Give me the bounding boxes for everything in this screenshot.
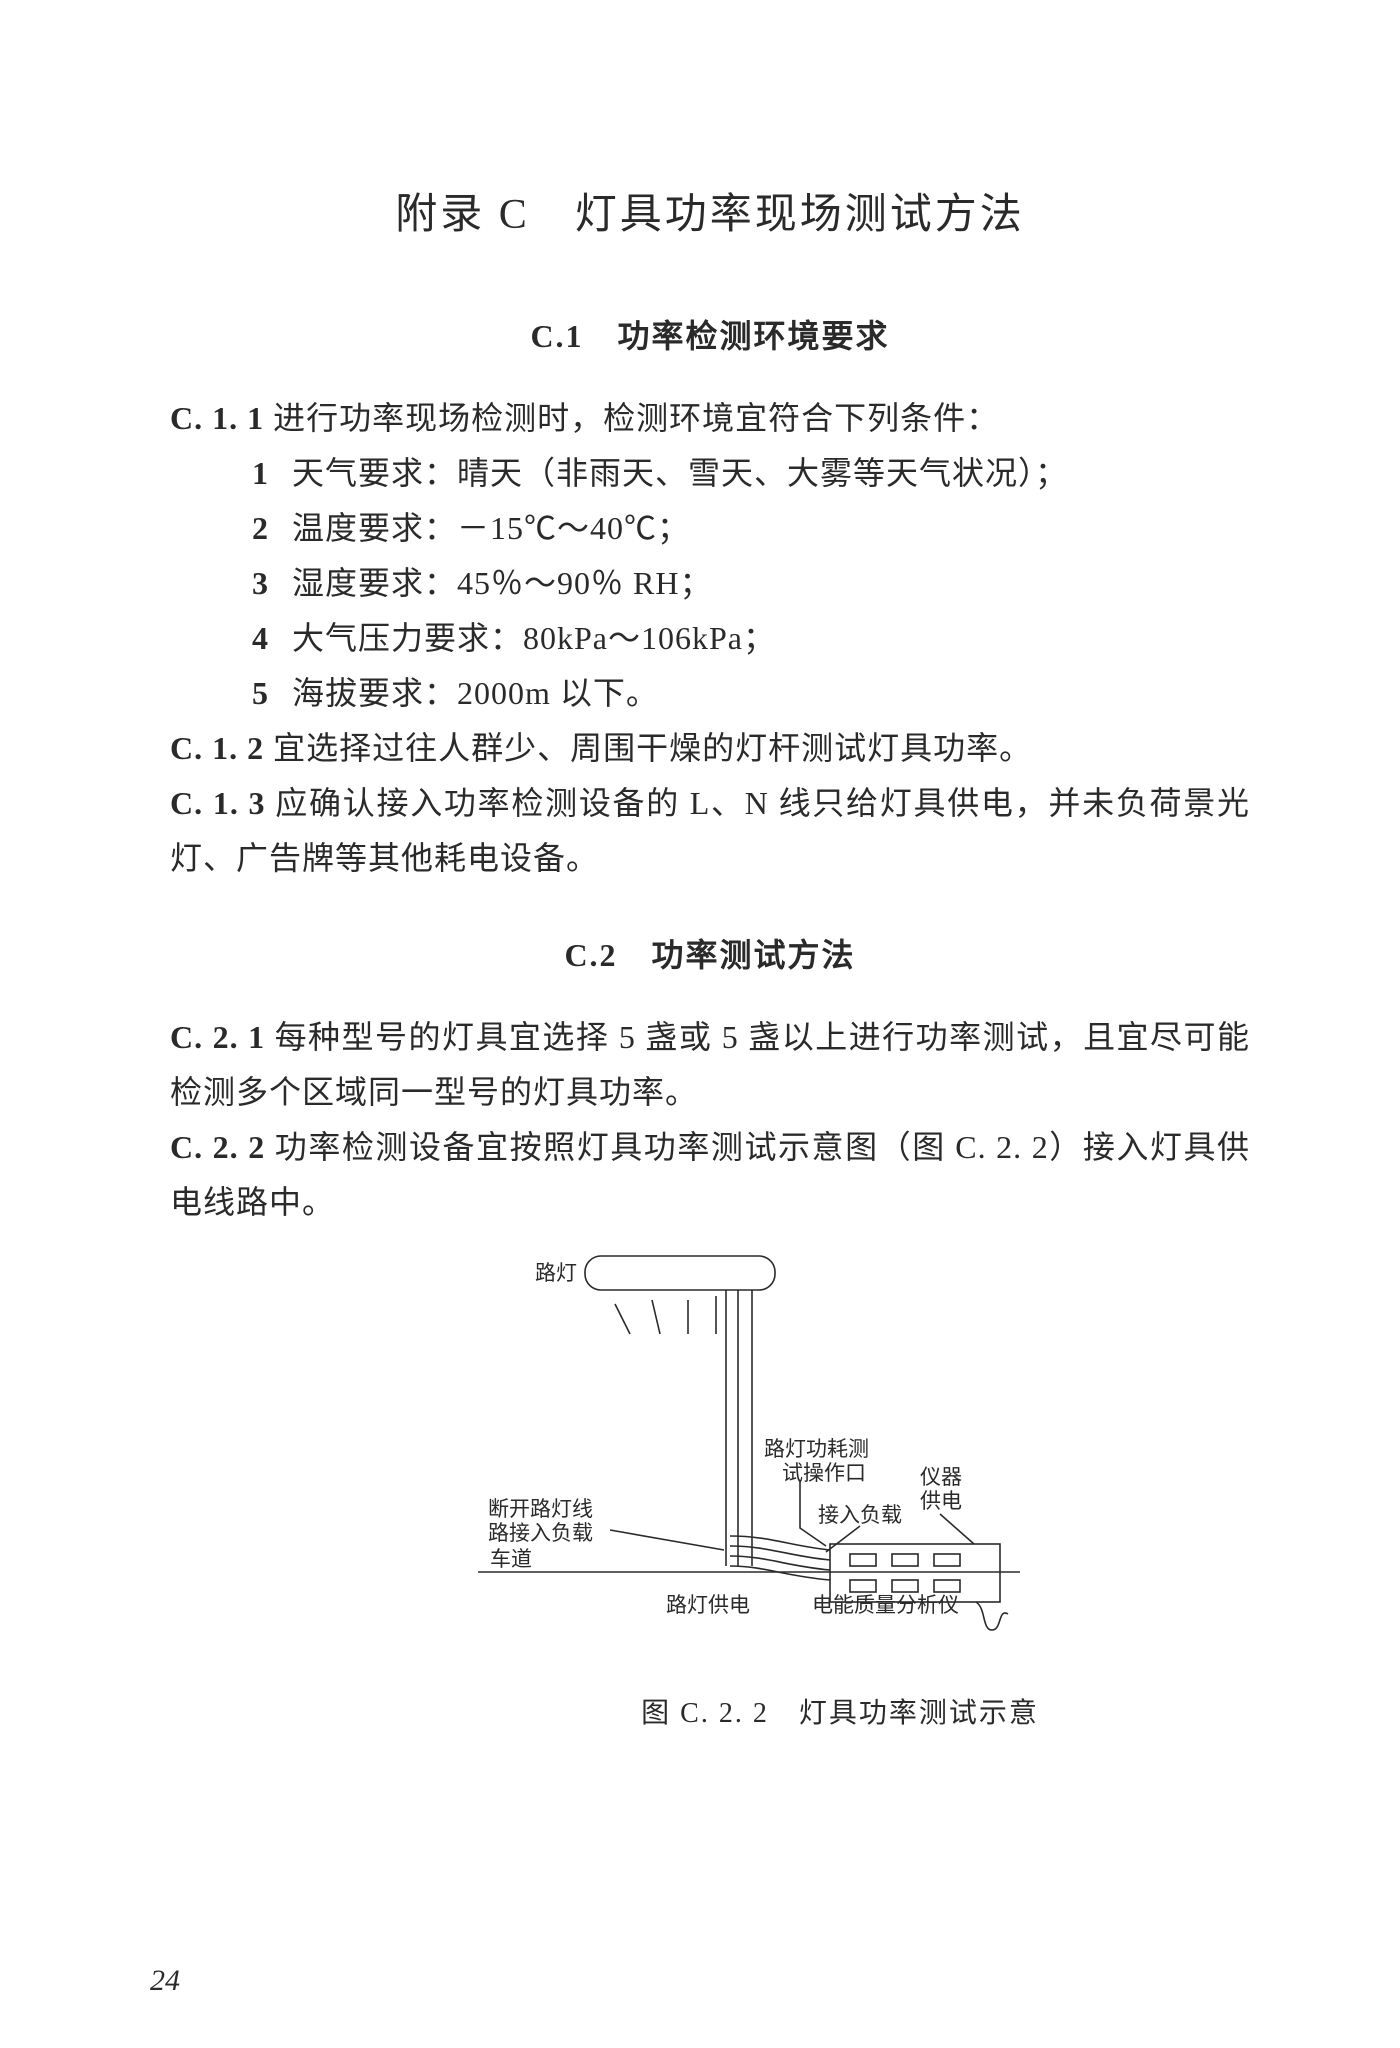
svg-text:供电: 供电 bbox=[920, 1489, 962, 1513]
list-item: 5海拔要求：2000m 以下。 bbox=[170, 666, 1250, 721]
page-number: 24 bbox=[150, 1964, 180, 1998]
list-item: 4大气压力要求：80kPa～106kPa； bbox=[170, 611, 1250, 666]
list-item: 1天气要求：晴天（非雨天、雪天、大雾等天气状况）； bbox=[170, 446, 1250, 501]
svg-text:仪器: 仪器 bbox=[920, 1465, 962, 1489]
clause-c2-1: C. 2. 1 每种型号的灯具宜选择 5 盏或 5 盏以上进行功率测试，且宜尽可… bbox=[170, 1010, 1250, 1120]
clause-label: C. 1. 1 bbox=[170, 400, 264, 436]
list-item-text: 天气要求：晴天（非雨天、雪天、大雾等天气状况）； bbox=[292, 455, 1068, 491]
figure-caption: 图 C. 2. 2 灯具功率测试示意 bbox=[430, 1691, 1250, 1731]
clause-text: 每种型号的灯具宜选择 5 盏或 5 盏以上进行功率测试，且宜尽可能检测多个区域同… bbox=[170, 1019, 1250, 1110]
svg-text:断开路灯线: 断开路灯线 bbox=[488, 1497, 593, 1521]
list-item-text: 温度要求：－15℃～40℃； bbox=[292, 510, 690, 546]
list-item: 2温度要求：－15℃～40℃； bbox=[170, 501, 1250, 556]
svg-text:路灯供电: 路灯供电 bbox=[666, 1593, 750, 1617]
clause-label: C. 2. 1 bbox=[170, 1019, 265, 1055]
svg-text:电能质量分析仪: 电能质量分析仪 bbox=[812, 1593, 959, 1617]
section-c1-heading: C.1 功率检测环境要求 bbox=[170, 311, 1250, 357]
list-item-number: 4 bbox=[252, 611, 292, 666]
clause-label: C. 1. 2 bbox=[170, 730, 264, 766]
svg-text:路灯功耗测: 路灯功耗测 bbox=[764, 1437, 869, 1461]
list-item-text: 大气压力要求：80kPa～106kPa； bbox=[292, 620, 776, 656]
list-item-number: 2 bbox=[252, 501, 292, 556]
svg-text:车道: 车道 bbox=[490, 1547, 532, 1571]
clause-text: 进行功率现场检测时，检测环境宜符合下列条件： bbox=[273, 400, 999, 436]
clause-c1-1: C. 1. 1 进行功率现场检测时，检测环境宜符合下列条件： bbox=[170, 391, 1250, 446]
figure-svg: 路灯断开路灯线路接入负载车道 路灯功耗测试操作口接入负载仪器供电路灯供电 电能质量分… bbox=[430, 1250, 1050, 1670]
list-item-number: 5 bbox=[252, 666, 292, 721]
list-item-number: 3 bbox=[252, 556, 292, 611]
clause-label: C. 2. 2 bbox=[170, 1129, 265, 1165]
svg-text:接入负载: 接入负载 bbox=[818, 1503, 902, 1527]
list-item-text: 湿度要求：45％～90％ RH； bbox=[292, 565, 712, 601]
clause-c1-3: C. 1. 3 应确认接入功率检测设备的 L、N 线只给灯具供电，并未负荷景光灯… bbox=[170, 776, 1250, 886]
section-c2-heading: C.2 功率测试方法 bbox=[170, 930, 1250, 976]
clause-label: C. 1. 3 bbox=[170, 785, 266, 821]
clause-text: 应确认接入功率检测设备的 L、N 线只给灯具供电，并未负荷景光灯、广告牌等其他耗… bbox=[170, 785, 1250, 876]
clause-text: 功率检测设备宜按照灯具功率测试示意图（图 C. 2. 2）接入灯具供电线路中。 bbox=[170, 1129, 1250, 1220]
clause-text: 宜选择过往人群少、周围干燥的灯杆测试灯具功率。 bbox=[273, 730, 1032, 766]
list-item-number: 1 bbox=[252, 446, 292, 501]
appendix-title: 附录 C 灯具功率现场测试方法 bbox=[170, 180, 1250, 241]
svg-text:试操作口: 试操作口 bbox=[782, 1461, 866, 1485]
clause-c1-2: C. 1. 2 宜选择过往人群少、周围干燥的灯杆测试灯具功率。 bbox=[170, 721, 1250, 776]
list-item-text: 海拔要求：2000m 以下。 bbox=[292, 675, 659, 711]
figure-c2-2: 路灯断开路灯线路接入负载车道 路灯功耗测试操作口接入负载仪器供电路灯供电 电能质量分… bbox=[430, 1250, 1250, 1731]
clause-c2-2: C. 2. 2 功率检测设备宜按照灯具功率测试示意图（图 C. 2. 2）接入灯… bbox=[170, 1120, 1250, 1230]
svg-text:路灯: 路灯 bbox=[535, 1261, 577, 1285]
svg-text:路接入负载: 路接入负载 bbox=[488, 1521, 593, 1545]
list-item: 3湿度要求：45％～90％ RH； bbox=[170, 556, 1250, 611]
clause-c1-1-list: 1天气要求：晴天（非雨天、雪天、大雾等天气状况）；2温度要求：－15℃～40℃；… bbox=[170, 446, 1250, 721]
